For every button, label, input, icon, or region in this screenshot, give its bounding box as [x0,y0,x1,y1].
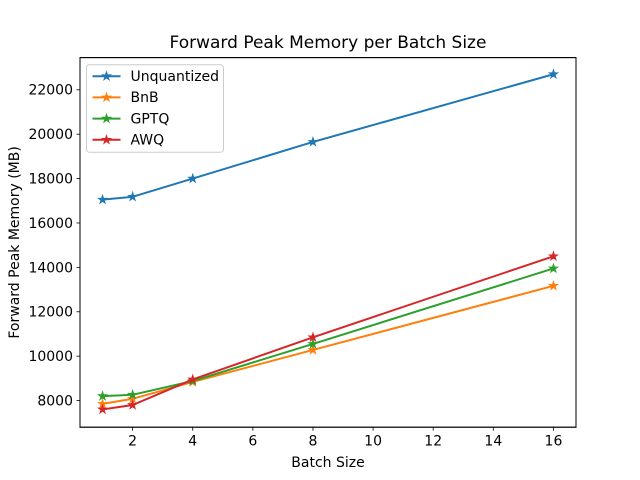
x-tick-label: 16 [545,434,563,450]
data-point-marker-gptq [547,262,560,274]
data-point-marker-awq [547,250,560,262]
legend-star-icon [100,133,113,145]
data-point-marker-awq [187,373,199,385]
y-axis-label: Forward Peak Memory (MB) [7,146,23,338]
legend-item-label: AWQ [131,133,165,149]
legend-item-bnb: BnB [92,90,159,106]
x-tick-label: 8 [309,434,318,450]
legend-item-unquantized: Unquantized [92,69,220,85]
data-point-marker-gptq [96,390,109,401]
data-point-marker-awq [96,403,109,415]
data-point-marker-awq [126,399,139,410]
x-tick-label: 4 [188,434,197,450]
y-tick-label: 10000 [28,349,73,365]
series-plot [96,68,560,415]
data-point-marker-gptq [126,388,139,400]
chart-title: Forward Peak Memory per Batch Size [170,33,487,53]
y-tick-label: 8000 [37,393,73,409]
data-point-marker-unquantized [187,172,199,184]
legend-item-label: Unquantized [131,69,220,85]
legend: Unquantized BnB GPTQ AWQ [86,64,224,153]
plot-frame [79,57,577,428]
x-tick-label: 10 [364,434,382,450]
y-tick-label: 18000 [28,171,73,187]
legend-item-gptq: GPTQ [92,111,170,127]
legend-item-label: GPTQ [131,111,170,127]
x-tick-label: 6 [248,434,257,450]
data-point-marker-gptq [307,338,319,349]
legend-item-awq: AWQ [92,133,165,149]
legend-box [86,64,224,153]
x-tick-label: 12 [424,434,442,450]
x-axis-label: Batch Size [291,455,364,471]
x-tick-label: 14 [484,434,502,450]
legend-star-icon [100,112,113,124]
data-point-marker-unquantized [307,136,319,147]
data-point-marker-bnb [547,279,560,291]
legend-star-icon [100,91,113,103]
y-tick-label: 14000 [28,260,73,276]
y-axis: 8000 10000 12000 14000 16000 18000 20000 22000 [28,83,80,409]
legend-item-label: BnB [131,90,159,106]
y-tick-label: 16000 [28,216,73,232]
data-point-marker-unquantized [127,190,139,202]
x-axis: 2 4 6 8 10 12 14 16 [128,427,562,450]
y-tick-label: 12000 [28,305,73,321]
y-tick-label: 20000 [28,127,73,143]
data-point-marker-unquantized [96,193,109,205]
x-tick-label: 2 [128,434,137,450]
data-point-marker-awq [307,331,319,343]
data-point-marker-unquantized [547,68,560,80]
legend-star-icon [100,70,113,81]
y-tick-label: 22000 [28,83,73,99]
